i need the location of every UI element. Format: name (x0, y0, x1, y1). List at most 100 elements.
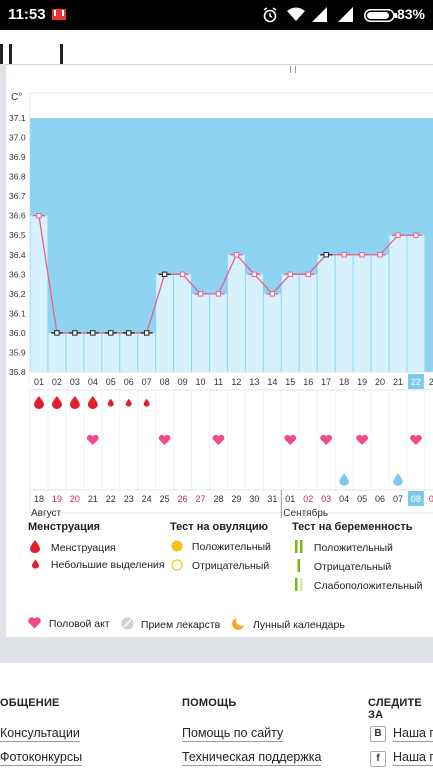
spotting-drop-icon (125, 398, 132, 407)
month-label-september: Сентябрь (283, 507, 328, 519)
cycle-day-label: 23 (429, 377, 433, 387)
temperature-bar (317, 254, 335, 372)
y-tick-label: 36.3 (9, 269, 26, 279)
footer-link-consultations[interactable]: Консультации (0, 726, 80, 742)
temperature-bar (120, 332, 138, 372)
y-tick-label: 36.6 (9, 211, 26, 221)
temperature-bar (335, 254, 353, 372)
vk-icon[interactable]: В (370, 726, 386, 742)
calendar-date-label: 24 (142, 494, 152, 504)
cycle-day-label: 22 (411, 377, 421, 387)
footer-follow-title: СЛЕДИТЕ ЗА (368, 697, 422, 721)
intercourse-heart-icon (86, 434, 99, 445)
temperature-point (305, 271, 311, 278)
calendar-date-label: 03 (321, 494, 331, 504)
cycle-day-label: 21 (393, 377, 403, 387)
temperature-bar (353, 254, 371, 372)
y-tick-label: 35.9 (9, 347, 26, 357)
temperature-bar (407, 235, 425, 372)
calendar-date-label: 26 (178, 494, 188, 504)
temperature-point (36, 212, 42, 219)
cycle-day-label: 19 (357, 377, 367, 387)
status-time: 11:53 (8, 6, 46, 23)
signal-icon-2 (338, 7, 353, 22)
calendar-date-label: 01 (285, 494, 295, 504)
facebook-icon[interactable]: f (370, 751, 386, 767)
calendar-date-label: 25 (160, 494, 170, 504)
temperature-bar (263, 293, 281, 372)
menstruation-drop-icon (69, 396, 80, 409)
calendar-date-label: 22 (106, 494, 116, 504)
cycle-day-label: 12 (231, 377, 241, 387)
temperature-bar (138, 332, 156, 372)
y-tick-label: 37.0 (9, 133, 26, 143)
footer-community-title: ОБЩЕНИЕ (0, 697, 60, 709)
current-date-highlight (407, 491, 424, 506)
calendar-date-label: 04 (339, 494, 349, 504)
temperature-chart[interactable]: C° 37.1 37.0 36.9 36.8 36.7 36.6 36.5 36.4 36.3 36… (0, 85, 433, 605)
menstruation-drop-icon (33, 396, 44, 409)
calendar-date-label: 30 (249, 494, 259, 504)
temperature-point (395, 232, 401, 238)
footer-link-facebook[interactable]: Наша г (393, 750, 433, 766)
temperature-point (72, 330, 78, 336)
drag-handle-icon[interactable] (290, 66, 296, 73)
temperature-bar (48, 332, 66, 372)
intercourse-heart-icon (158, 434, 171, 445)
y-tick-label: 36.8 (9, 172, 26, 182)
alarm-icon (263, 7, 277, 23)
y-tick-label: 36.7 (9, 191, 26, 201)
footer-link-photo-contests[interactable]: Фотоконкурсы (0, 750, 83, 766)
temperature-bar (66, 332, 84, 372)
temperature-bar (371, 254, 389, 372)
cycle-day-label: 06 (124, 377, 134, 387)
gmail-notification-icon (52, 9, 66, 20)
header-glyph-fragment (0, 44, 12, 64)
temperature-point (126, 330, 132, 336)
intercourse-heart-icon (320, 434, 333, 445)
temperature-point (215, 291, 222, 297)
footer-link-site-help[interactable]: Помощь по сайту (182, 726, 284, 742)
footer-help-title: ПОМОЩЬ (182, 697, 237, 709)
cycle-day-label: 09 (178, 377, 188, 387)
y-tick-label: 36.0 (9, 328, 26, 338)
y-tick-label: 36.4 (9, 250, 26, 260)
intercourse-heart-icon (284, 434, 297, 445)
temperature-bar (227, 254, 245, 372)
cycle-day-label: 07 (142, 377, 152, 387)
temperature-point (377, 252, 383, 258)
calendar-date-label: 07 (393, 494, 403, 504)
temperature-point (197, 291, 204, 297)
cycle-day-label: 08 (160, 377, 170, 387)
y-tick-label: 36.5 (9, 230, 26, 240)
cycle-day-label: 04 (88, 377, 98, 387)
footer-link-tech-support[interactable]: Техническая поддержка (182, 750, 322, 766)
temperature-line (38, 215, 416, 334)
calendar-date-label: 20 (70, 494, 80, 504)
signal-icon (312, 7, 327, 22)
temperature-point (179, 271, 186, 278)
temperature-point (233, 252, 240, 258)
cycle-day-label: 03 (70, 377, 80, 387)
footer-link-vk[interactable]: Наша г (393, 726, 433, 742)
temperature-bar (102, 332, 120, 372)
temperature-point (287, 271, 293, 278)
calendar-date-label: 09 (429, 494, 433, 504)
temperature-point (323, 252, 329, 258)
y-axis-unit-label: C° (11, 92, 22, 103)
temperature-bar (174, 274, 192, 372)
temperature-bar (281, 274, 299, 372)
cycle-day-label: 17 (321, 377, 331, 387)
intercourse-heart-icon (356, 434, 368, 445)
calendar-date-label: 18 (34, 494, 44, 504)
calendar-date-label: 27 (196, 494, 206, 504)
temperature-point (341, 252, 347, 258)
cycle-day-label: 16 (303, 377, 313, 387)
temperature-bar (84, 332, 102, 372)
temperature-bar (389, 235, 407, 372)
calendar-date-label: 19 (52, 494, 62, 504)
intercourse-heart-icon (212, 434, 225, 445)
month-label-august: Август (31, 508, 62, 519)
cycle-day-label: 18 (339, 377, 349, 387)
cycle-day-label: 10 (196, 377, 206, 387)
